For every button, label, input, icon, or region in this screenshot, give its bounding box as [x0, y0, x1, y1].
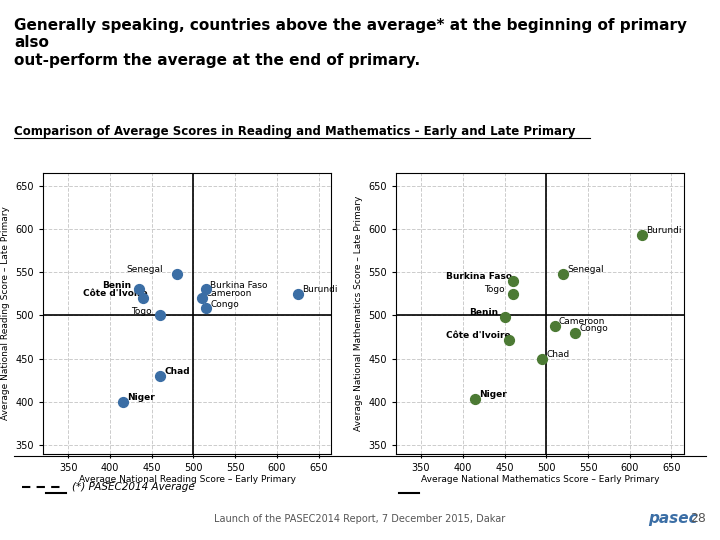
Text: (*) PASEC2014 Average: (*) PASEC2014 Average — [72, 482, 194, 492]
Text: Senegal: Senegal — [567, 265, 604, 274]
Text: Comparison of Average Scores in Reading and Mathematics - Early and Late Primary: Comparison of Average Scores in Reading … — [14, 125, 576, 138]
Point — [469, 395, 481, 403]
Text: Launch of the PASEC2014 Report, 7 December 2015, Dakar: Launch of the PASEC2014 Report, 7 Decemb… — [215, 514, 505, 524]
X-axis label: Average National Mathematics Score – Early Primary: Average National Mathematics Score – Ear… — [420, 475, 660, 484]
Text: Côte d'Ivoire: Côte d'Ivoire — [446, 330, 510, 340]
Text: Burundi: Burundi — [647, 226, 682, 235]
Point — [507, 289, 518, 298]
Text: Niger: Niger — [127, 393, 154, 402]
Point — [154, 311, 166, 320]
Text: Togo: Togo — [484, 285, 504, 294]
Point — [507, 276, 518, 285]
Point — [154, 372, 166, 380]
Text: Burundi: Burundi — [302, 285, 338, 294]
Text: Congo: Congo — [210, 300, 239, 309]
Text: 28: 28 — [690, 512, 706, 525]
Point — [503, 335, 515, 344]
Point — [200, 304, 212, 313]
Point — [499, 313, 510, 321]
Text: Senegal: Senegal — [127, 265, 163, 274]
X-axis label: Average National Reading Score – Early Primary: Average National Reading Score – Early P… — [78, 475, 296, 484]
Point — [549, 321, 560, 330]
Point — [536, 354, 548, 363]
Point — [636, 231, 648, 239]
Text: Congo: Congo — [580, 324, 608, 333]
Point — [138, 294, 149, 302]
Text: Togo: Togo — [131, 307, 151, 315]
Y-axis label: Average National Reading Score – Late Primary: Average National Reading Score – Late Pr… — [1, 206, 10, 420]
Text: Generally speaking, countries above the average* at the beginning of primary als: Generally speaking, countries above the … — [14, 18, 688, 68]
Point — [292, 289, 304, 298]
Text: Benin: Benin — [469, 308, 498, 318]
Text: Cameroon: Cameroon — [206, 289, 252, 298]
Point — [133, 285, 145, 294]
Point — [196, 294, 207, 302]
Text: Mathematics: Mathematics — [459, 145, 549, 158]
Text: Benin: Benin — [102, 281, 131, 289]
Text: Niger: Niger — [480, 390, 507, 400]
Text: pasec: pasec — [648, 511, 698, 526]
Text: Cameroon: Cameroon — [559, 317, 605, 326]
Text: Côte d'Ivoire: Côte d'Ivoire — [84, 289, 148, 298]
Text: Burkina Faso: Burkina Faso — [446, 272, 512, 281]
Text: Chad: Chad — [546, 350, 570, 359]
Point — [117, 397, 128, 406]
Text: Chad: Chad — [164, 367, 190, 376]
Text: Language: Language — [124, 145, 193, 158]
Point — [200, 285, 212, 294]
Text: Burkina Faso: Burkina Faso — [210, 281, 268, 289]
Point — [171, 269, 183, 278]
Point — [570, 328, 581, 337]
Y-axis label: Average National Mathematics Score – Late Primary: Average National Mathematics Score – Lat… — [354, 195, 363, 431]
Point — [557, 269, 569, 278]
